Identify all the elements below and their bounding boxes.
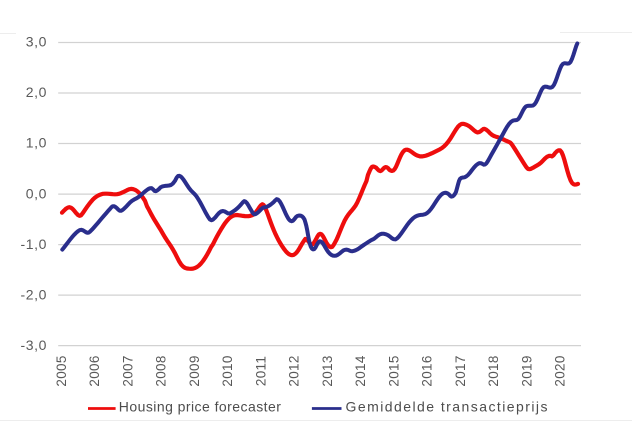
svg-text:2018: 2018 — [486, 355, 501, 386]
svg-text:2007: 2007 — [120, 355, 135, 386]
svg-text:Housing price forecaster: Housing price forecaster — [119, 398, 282, 414]
svg-text:2009: 2009 — [187, 355, 202, 386]
svg-text:2019: 2019 — [519, 355, 534, 386]
svg-text:-2,0: -2,0 — [20, 286, 47, 302]
svg-text:2,0: 2,0 — [26, 84, 47, 100]
svg-text:3,0: 3,0 — [26, 34, 47, 50]
svg-text:2012: 2012 — [287, 355, 302, 386]
svg-text:2014: 2014 — [353, 355, 368, 386]
svg-text:1,0: 1,0 — [26, 135, 47, 151]
svg-text:0,0: 0,0 — [26, 185, 47, 201]
svg-text:-3,0: -3,0 — [20, 337, 47, 353]
svg-text:2017: 2017 — [453, 355, 468, 386]
svg-text:2013: 2013 — [320, 355, 335, 386]
svg-text:-1,0: -1,0 — [20, 236, 47, 252]
svg-text:2011: 2011 — [253, 356, 268, 386]
svg-text:2020: 2020 — [553, 355, 568, 386]
svg-text:2016: 2016 — [420, 355, 435, 386]
svg-text:2005: 2005 — [54, 355, 69, 386]
svg-text:2008: 2008 — [154, 355, 169, 386]
svg-text:2015: 2015 — [386, 355, 401, 386]
svg-text:2010: 2010 — [220, 355, 235, 386]
svg-text:2006: 2006 — [87, 355, 102, 386]
svg-text:Gemiddelde transactieprijs: Gemiddelde transactieprijs — [346, 398, 549, 414]
